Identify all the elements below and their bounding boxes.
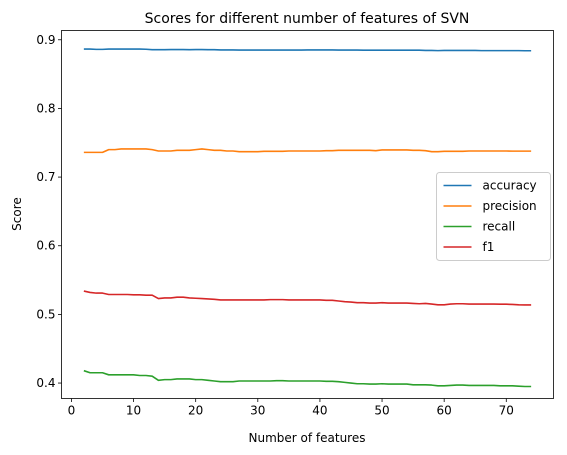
series-line-recall	[83, 369, 532, 388]
series-line-accuracy	[83, 48, 532, 52]
y-tick-label: 0.5	[36, 307, 55, 321]
x-tick-label: 60	[437, 404, 452, 418]
x-tick-label: 20	[188, 404, 203, 418]
x-tick-label: 70	[499, 404, 514, 418]
plot-frame	[61, 30, 554, 399]
y-tick-label: 0.8	[36, 101, 55, 115]
series-line-precision	[83, 148, 532, 154]
y-tick-label: 0.7	[36, 170, 55, 184]
x-tick-label: 40	[312, 404, 327, 418]
legend-label-accuracy: accuracy	[483, 179, 537, 193]
y-tick-label: 0.9	[36, 33, 55, 47]
y-tick-label: 0.6	[36, 239, 55, 253]
y-axis-label: Score	[10, 197, 24, 231]
legend-label-f1: f1	[483, 240, 495, 254]
x-tick-label: 10	[126, 404, 141, 418]
series-line-f1	[83, 290, 532, 306]
legend-box	[436, 172, 551, 261]
chart-title: Scores for different number of features …	[145, 11, 470, 27]
y-axis: 0.4 0.5 0.6 0.7 0.8 0.9	[36, 33, 62, 390]
x-axis-label: Number of features	[249, 431, 366, 445]
legend-label-precision: precision	[483, 199, 537, 213]
x-tick-label: 50	[374, 404, 389, 418]
x-tick-label: 0	[68, 404, 76, 418]
legend-label-recall: recall	[483, 220, 516, 234]
legend: accuracy precision recall f1	[436, 172, 551, 261]
x-axis: 0 10 20 30 40 50 60 70	[68, 398, 514, 418]
y-tick-label: 0.4	[36, 376, 55, 390]
x-tick-label: 30	[250, 404, 265, 418]
series-layer	[83, 48, 532, 388]
